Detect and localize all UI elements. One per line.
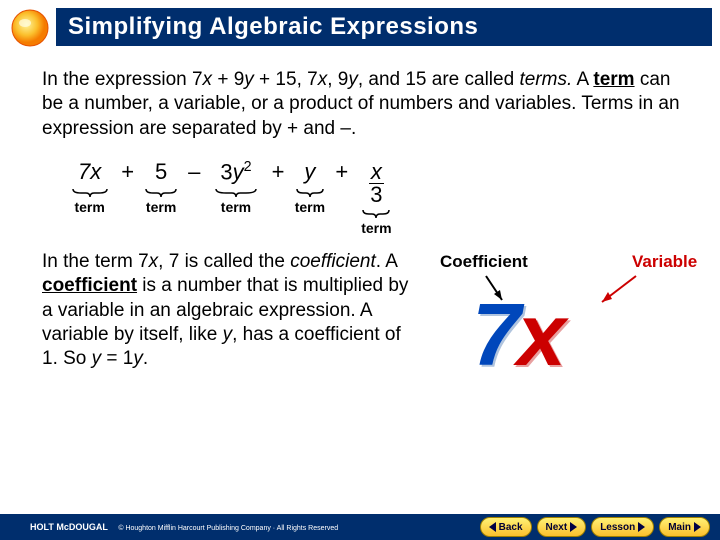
bottom-section: In the term 7x, 7 is called the coeffici… [42,250,690,372]
brace-icon [144,187,178,199]
triangle-left-icon [489,522,496,532]
coefficient-diagram: Coefficient Variable 7x [412,250,690,372]
term-2: 5 term [144,159,178,215]
title-bar: Simplifying Algebraic Expressions [56,8,712,46]
coefficient-label: Coefficient [440,252,528,272]
triangle-right-icon [694,522,701,532]
sun-icon [8,6,52,50]
arrow-icon [592,272,642,312]
fraction: x3 [368,161,384,206]
slide-title: Simplifying Algebraic Expressions [68,13,478,41]
term-5: x3 term [358,159,394,236]
triangle-right-icon [638,522,645,532]
back-button[interactable]: Back [480,517,532,537]
term-4: y term [294,159,325,215]
slide-content: In the expression 7x + 9y + 15, 7x, 9y, … [0,54,720,372]
coefficient-keyword: coefficient [42,275,137,296]
brace-icon [214,187,258,199]
term-3: 3y2 term [210,159,261,215]
term-keyword: term [593,69,634,90]
variable-label: Variable [632,252,697,272]
plus-op: + [262,159,295,185]
next-button[interactable]: Next [537,517,587,537]
paragraph-terms-definition: In the expression 7x + 9y + 15, 7x, 9y, … [42,68,690,141]
plus-op: + [325,159,358,185]
brace-icon [295,187,325,199]
publisher-logo: HOLT McDOUGAL © Houghton Mifflin Harcour… [0,522,480,532]
triangle-right-icon [570,522,577,532]
brace-icon [71,187,109,199]
brace-icon [361,208,391,220]
expression-breakdown: 7x term + 5 term – 3y2 term + y term + x… [42,159,690,236]
slide-footer: HOLT McDOUGAL © Houghton Mifflin Harcour… [0,514,720,540]
minus-op: – [178,159,210,185]
example-term: 7x [472,284,562,386]
term-1: 7x term [68,159,111,215]
plus-op: + [111,159,144,185]
slide-header: Simplifying Algebraic Expressions [0,0,720,54]
main-button[interactable]: Main [659,517,710,537]
lesson-button[interactable]: Lesson [591,517,654,537]
paragraph-coefficient-definition: In the term 7x, 7 is called the coeffici… [42,250,412,372]
